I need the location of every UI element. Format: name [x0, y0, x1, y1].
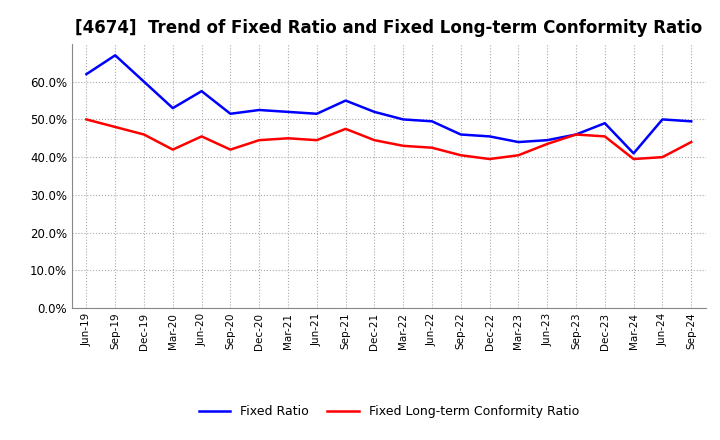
Fixed Long-term Conformity Ratio — [226, 147, 235, 152]
Fixed Ratio — [600, 121, 609, 126]
Fixed Long-term Conformity Ratio — [600, 134, 609, 139]
Fixed Ratio — [140, 79, 148, 84]
Fixed Long-term Conformity Ratio — [629, 156, 638, 161]
Fixed Long-term Conformity Ratio — [82, 117, 91, 122]
Line: Fixed Long-term Conformity Ratio: Fixed Long-term Conformity Ratio — [86, 119, 691, 159]
Fixed Long-term Conformity Ratio — [312, 138, 321, 143]
Fixed Ratio — [543, 138, 552, 143]
Fixed Long-term Conformity Ratio — [658, 154, 667, 160]
Fixed Long-term Conformity Ratio — [284, 136, 292, 141]
Fixed Long-term Conformity Ratio — [140, 132, 148, 137]
Fixed Ratio — [168, 106, 177, 111]
Fixed Ratio — [687, 119, 696, 124]
Fixed Long-term Conformity Ratio — [255, 138, 264, 143]
Fixed Long-term Conformity Ratio — [341, 126, 350, 132]
Fixed Long-term Conformity Ratio — [168, 147, 177, 152]
Fixed Ratio — [514, 139, 523, 145]
Line: Fixed Ratio: Fixed Ratio — [86, 55, 691, 154]
Fixed Ratio — [485, 134, 494, 139]
Fixed Long-term Conformity Ratio — [428, 145, 436, 150]
Fixed Ratio — [111, 53, 120, 58]
Fixed Long-term Conformity Ratio — [111, 125, 120, 130]
Fixed Ratio — [82, 72, 91, 77]
Fixed Ratio — [226, 111, 235, 117]
Fixed Ratio — [312, 111, 321, 117]
Fixed Ratio — [629, 151, 638, 156]
Fixed Ratio — [658, 117, 667, 122]
Fixed Ratio — [456, 132, 465, 137]
Fixed Long-term Conformity Ratio — [485, 156, 494, 161]
Fixed Ratio — [428, 119, 436, 124]
Fixed Ratio — [197, 88, 206, 94]
Fixed Long-term Conformity Ratio — [543, 141, 552, 147]
Title: [4674]  Trend of Fixed Ratio and Fixed Long-term Conformity Ratio: [4674] Trend of Fixed Ratio and Fixed Lo… — [75, 19, 703, 37]
Fixed Ratio — [284, 109, 292, 114]
Fixed Ratio — [255, 107, 264, 113]
Legend: Fixed Ratio, Fixed Long-term Conformity Ratio: Fixed Ratio, Fixed Long-term Conformity … — [194, 400, 584, 423]
Fixed Long-term Conformity Ratio — [687, 139, 696, 145]
Fixed Long-term Conformity Ratio — [370, 138, 379, 143]
Fixed Long-term Conformity Ratio — [197, 134, 206, 139]
Fixed Ratio — [370, 109, 379, 114]
Fixed Ratio — [399, 117, 408, 122]
Fixed Long-term Conformity Ratio — [572, 132, 580, 137]
Fixed Long-term Conformity Ratio — [456, 153, 465, 158]
Fixed Ratio — [341, 98, 350, 103]
Fixed Long-term Conformity Ratio — [514, 153, 523, 158]
Fixed Long-term Conformity Ratio — [399, 143, 408, 148]
Fixed Ratio — [572, 132, 580, 137]
